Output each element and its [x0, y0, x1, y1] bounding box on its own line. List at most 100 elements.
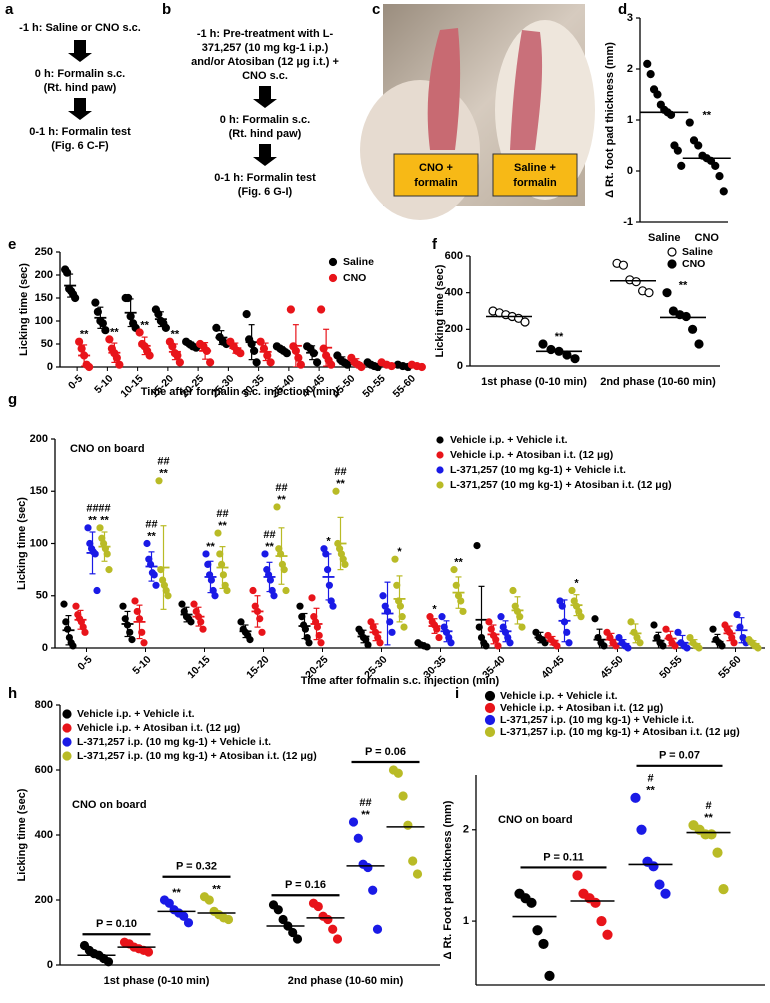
panel-label: d [618, 1, 627, 18]
data-point [325, 581, 333, 589]
x-axis-label: Time after formalin s.c. injection (min) [141, 386, 340, 398]
legend-label: Vehicle i.p. + Atosiban i.t. (12 μg) [450, 449, 613, 461]
comparison-label: P = 0.06 [365, 746, 406, 758]
data-point [532, 925, 543, 936]
significance: ## [263, 529, 275, 541]
legend-marker [62, 751, 72, 761]
panel-label: g [8, 391, 17, 408]
legend-marker [484, 714, 496, 726]
significance: ** [206, 541, 215, 553]
data-point [376, 639, 384, 647]
legend-marker [436, 436, 444, 444]
label-box [393, 153, 479, 197]
data-point [332, 934, 343, 944]
data-point [674, 628, 682, 636]
data-point [292, 934, 303, 944]
data-point [494, 642, 502, 650]
data-point [103, 550, 111, 558]
data-point [263, 351, 272, 360]
x-tick-label: 55-60 [716, 653, 744, 681]
data-point [379, 592, 387, 600]
data-point [313, 358, 322, 367]
y-tick-label: 1 [627, 114, 633, 126]
data-point [648, 861, 659, 872]
data-point [398, 791, 408, 801]
x-tick-label: 5-10 [92, 372, 115, 395]
legend-label: Vehicle i.p. + Vehicle i.t. [77, 708, 195, 720]
data-point [72, 602, 80, 610]
annotation: CNO on board [498, 814, 573, 826]
data-point [408, 856, 418, 866]
data-point [164, 592, 172, 600]
data-point [252, 358, 261, 367]
significance: ## [334, 466, 346, 478]
data-point [452, 581, 460, 589]
y-tick-label: 0 [627, 165, 633, 177]
data-point [207, 576, 215, 584]
x-tick-label: 2nd phase (10-60 min) [600, 376, 716, 388]
data-point [568, 586, 576, 595]
data-point [577, 613, 585, 621]
annotation: CNO on board [70, 443, 145, 455]
significance: # [705, 800, 711, 812]
data-point [273, 503, 281, 511]
data-point [313, 623, 321, 631]
significance: ** [336, 478, 345, 490]
data-point [69, 642, 77, 650]
data-point [133, 607, 141, 616]
y-tick-label: 200 [35, 269, 53, 281]
y-tick-label: 0 [42, 642, 48, 654]
data-point [161, 323, 170, 332]
data-point [618, 260, 629, 270]
data-point [712, 847, 723, 858]
data-point [261, 550, 269, 558]
data-point [197, 618, 205, 626]
significance: ** [171, 329, 180, 341]
data-point [119, 602, 127, 610]
legend-label: L-371,257 i.p. (10 mg kg-1) + Atosiban i… [77, 750, 317, 762]
mouse-body [360, 80, 480, 220]
data-point [298, 613, 306, 621]
legend-label: Vehicle i.p. + Vehicle i.t. [500, 690, 618, 702]
y-tick-label: 50 [36, 590, 48, 602]
data-point [152, 581, 160, 589]
data-point [250, 346, 259, 355]
data-point [475, 623, 483, 631]
y-axis-label: Licking time (sec) [16, 497, 28, 590]
data-point [630, 792, 641, 803]
annotation: CNO on board [72, 799, 147, 811]
data-point [319, 344, 328, 353]
flow-step: -1 h: Pre-treatment with L- [197, 28, 334, 40]
data-point [98, 319, 107, 328]
data-point [212, 323, 221, 332]
data-point [662, 288, 672, 298]
data-point [256, 337, 265, 346]
y-axis-label: Licking time (sec) [434, 264, 446, 357]
x-tick-label: 15-20 [244, 653, 272, 681]
data-point [596, 915, 607, 927]
significance: ** [140, 319, 149, 331]
x-tick-label: 0-5 [75, 653, 94, 672]
comparison-label: P = 0.07 [659, 750, 700, 762]
data-point [126, 628, 134, 636]
x-tick-label: 1st phase (0-10 min) [481, 376, 587, 388]
significance: ** [277, 494, 286, 506]
data-point [256, 615, 264, 623]
data-point [223, 586, 231, 595]
data-point [485, 618, 493, 626]
data-point [683, 644, 691, 652]
data-point [695, 644, 703, 652]
data-point [85, 362, 94, 372]
x-tick-label: 55-60 [390, 372, 418, 400]
data-point [62, 618, 70, 626]
data-point [487, 625, 495, 633]
panel-label: e [8, 236, 16, 253]
data-point [646, 69, 655, 79]
data-point [164, 898, 174, 908]
data-point [417, 362, 426, 372]
data-point [273, 905, 283, 915]
data-point [258, 628, 266, 636]
significance: ## [86, 503, 98, 515]
data-point [93, 586, 101, 595]
legend-label: CNO [343, 272, 366, 284]
